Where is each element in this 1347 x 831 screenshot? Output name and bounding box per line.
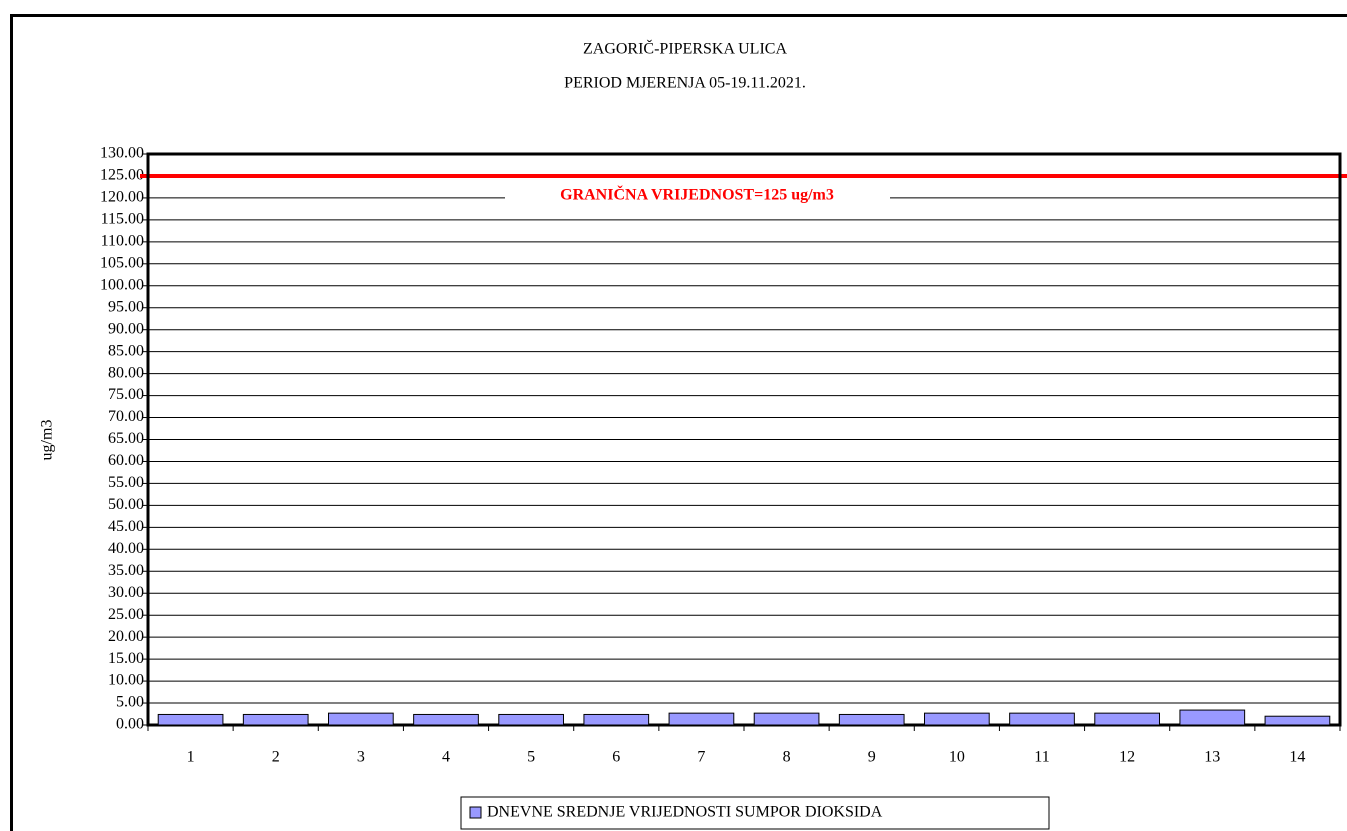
bar	[583, 713, 650, 726]
y-tick-label: 105.00	[100, 254, 144, 271]
x-tick-label: 5	[527, 749, 535, 766]
y-tick-label: 120.00	[100, 189, 144, 206]
y-tick-label: 10.00	[108, 672, 144, 689]
bar	[1179, 709, 1246, 726]
x-tick-label: 10	[949, 749, 965, 766]
y-tick-label: 15.00	[108, 650, 144, 667]
chart-title: ZAGORIČ-PIPERSKA ULICA	[583, 39, 787, 58]
y-tick-label: 110.00	[101, 233, 144, 250]
bar	[157, 713, 224, 726]
bar	[668, 712, 735, 726]
y-tick-label: 65.00	[108, 430, 144, 447]
bar	[1009, 712, 1075, 726]
y-tick-label: 80.00	[108, 364, 144, 381]
x-tick-label: 12	[1119, 749, 1135, 766]
y-tick-label: 55.00	[108, 474, 144, 491]
y-tick-label: 95.00	[108, 298, 144, 315]
bar	[924, 712, 990, 726]
bar	[242, 713, 309, 726]
bar	[328, 712, 394, 726]
y-tick-label: 45.00	[108, 518, 144, 535]
x-tick-label: 6	[612, 749, 620, 766]
x-tick-label: 14	[1289, 749, 1305, 766]
y-tick-label: 85.00	[108, 342, 144, 359]
y-axis-label: ug/m3	[39, 420, 56, 461]
y-tick-label: 115.00	[101, 211, 144, 228]
y-tick-label: 25.00	[108, 606, 144, 623]
bar	[498, 713, 564, 726]
bar	[838, 713, 905, 726]
y-tick-label: 30.00	[108, 584, 144, 601]
x-tick-label: 13	[1204, 749, 1220, 766]
bar	[1264, 715, 1331, 726]
x-tick-label: 7	[697, 749, 705, 766]
x-tick-label: 1	[187, 749, 195, 766]
x-tick-label: 2	[272, 749, 280, 766]
x-tick-label: 11	[1034, 749, 1049, 766]
y-tick-label: 75.00	[108, 386, 144, 403]
y-tick-label: 20.00	[108, 628, 144, 645]
legend-label: DNEVNE SREDNJE VRIJEDNOSTI SUMPOR DIOKSI…	[487, 804, 883, 821]
chart-subtitle: PERIOD MJERENJA 05-19.11.2021.	[564, 75, 806, 92]
y-tick-label: 125.00	[100, 167, 144, 184]
y-tick-label: 35.00	[108, 562, 144, 579]
bar	[413, 713, 479, 726]
legend-swatch	[469, 806, 482, 819]
x-tick-label: 8	[783, 749, 791, 766]
y-tick-label: 100.00	[100, 276, 144, 293]
y-tick-label: 130.00	[100, 145, 144, 162]
x-tick-label: 3	[357, 749, 365, 766]
x-tick-label: 4	[442, 749, 450, 766]
legend-box	[460, 796, 1050, 830]
y-tick-label: 50.00	[108, 496, 144, 513]
bar	[1094, 712, 1160, 726]
y-tick-label: 60.00	[108, 452, 144, 469]
annotation-bg	[505, 186, 890, 206]
y-tick-label: 90.00	[108, 320, 144, 337]
y-tick-label: 5.00	[116, 694, 144, 711]
bar	[753, 712, 820, 726]
limit-label: GRANIČNA VRIJEDNOST=125 ug/m3	[560, 185, 834, 204]
y-tick-label: 0.00	[116, 716, 144, 733]
x-tick-label: 9	[868, 749, 876, 766]
y-tick-label: 70.00	[108, 408, 144, 425]
y-tick-label: 40.00	[108, 540, 144, 557]
